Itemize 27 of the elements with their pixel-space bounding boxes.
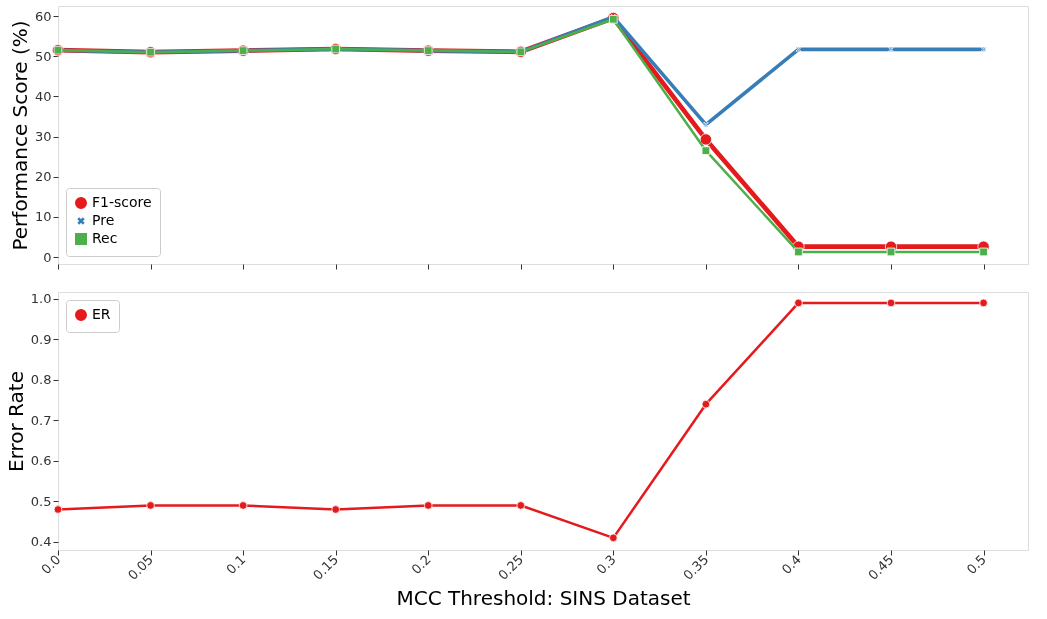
y-tick-label: 0.8 xyxy=(30,372,52,388)
y-tick-label: 0.6 xyxy=(30,453,52,469)
y-tick-label: 1.0 xyxy=(30,291,52,307)
x-tick-label: 0.1 xyxy=(223,551,249,578)
legend-label: F1-score xyxy=(92,194,152,210)
legend-label: Rec xyxy=(92,230,118,246)
y-tick-label: 60 xyxy=(34,8,52,24)
x-tick-label: 0.5 xyxy=(963,551,990,578)
y-axis-title: Error Rate xyxy=(3,371,28,472)
x-tick-label: 0.2 xyxy=(408,551,434,578)
y-tick-label: 30 xyxy=(34,129,52,145)
legend-label: Pre xyxy=(92,212,115,228)
x-tick-label: 0.4 xyxy=(778,551,804,578)
x-tick-label: 0.3 xyxy=(593,551,619,578)
y-tick-label: 10 xyxy=(34,209,52,225)
y-tick-label: 0.4 xyxy=(30,534,52,550)
y-tick-label: 40 xyxy=(34,88,52,104)
y-tick-label: 0.7 xyxy=(30,412,52,428)
y-tick-label: 0 xyxy=(43,249,52,265)
y-tick-label: 0.5 xyxy=(30,493,52,509)
text: ER xyxy=(92,306,111,322)
y-tick-label: 50 xyxy=(34,48,52,64)
x-tick-label: 0.0 xyxy=(38,551,64,578)
x-axis-title: MCC Threshold: SINS Dataset xyxy=(396,585,691,610)
y-tick-label: 20 xyxy=(34,169,52,185)
y-axis-title: Performance Score (%) xyxy=(7,20,32,251)
y-tick-label: 0.9 xyxy=(30,331,52,347)
